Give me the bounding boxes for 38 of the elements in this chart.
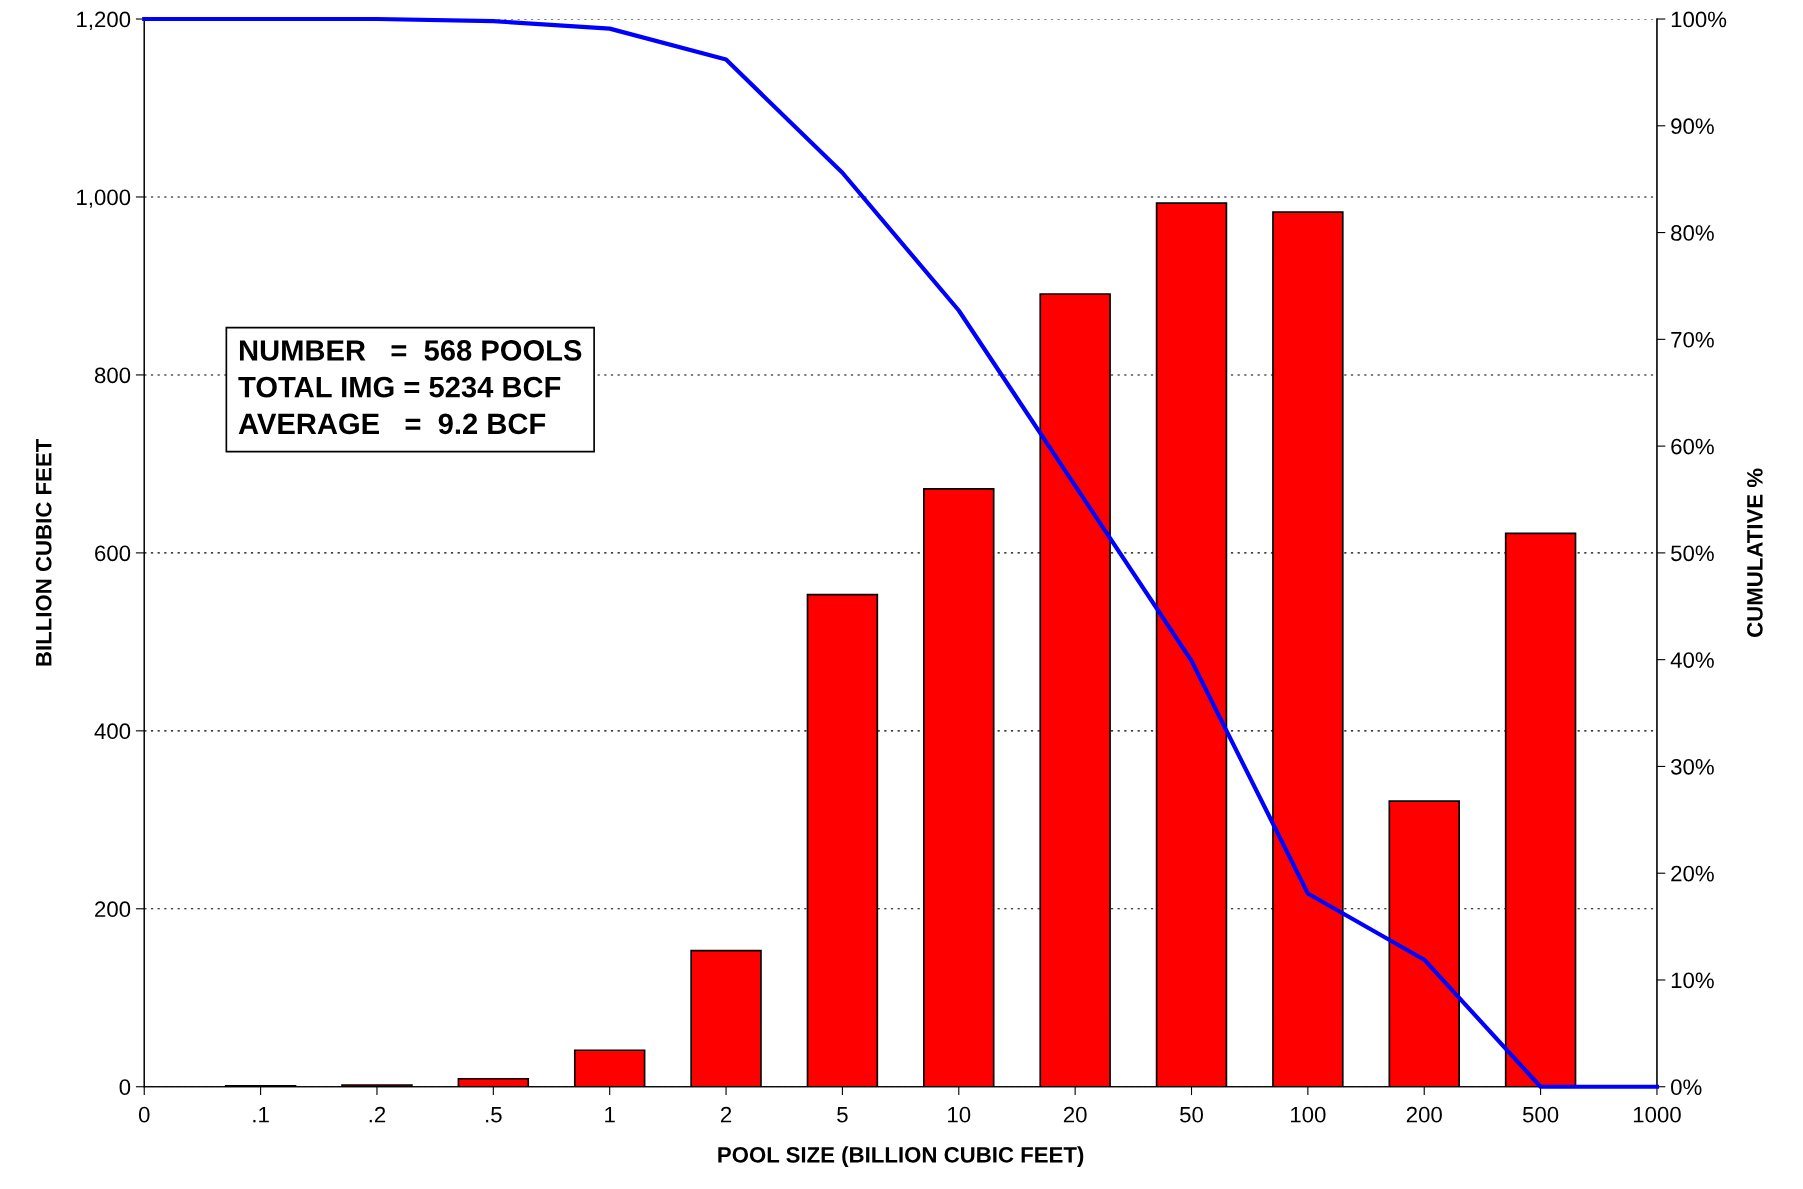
y2-tick-label: 70% <box>1671 331 1714 348</box>
x-tick-label: .1 <box>253 1107 269 1123</box>
y-tick-label: 1,000 <box>77 189 131 208</box>
x-tick-label: 10 <box>948 1106 971 1123</box>
x-tick-label: 1 <box>605 1107 615 1123</box>
x-tick-label: 0 <box>138 1106 150 1123</box>
y2-tick-label: 90% <box>1671 118 1714 135</box>
y-tick-label: 200 <box>95 901 131 918</box>
x-tick-label: 2 <box>720 1106 732 1123</box>
x-tick-label: .5 <box>486 1107 502 1123</box>
y-tick-label: 600 <box>95 545 131 562</box>
y2-axis-title: CUMULATIVE % <box>1747 468 1763 637</box>
x-tick-label: 20 <box>1063 1106 1087 1123</box>
y2-tick-label: 30% <box>1671 758 1714 775</box>
annotation: AVERAGE = 9.2 BCF <box>238 413 546 435</box>
x-tick-label: .2 <box>369 1106 386 1123</box>
y2-tick-label: 60% <box>1671 438 1714 455</box>
y2-tick-label: 0% <box>1671 1079 1702 1096</box>
x-tick-label: 1000 <box>1633 1106 1681 1123</box>
x-axis-title: POOL SIZE (BILLION CUBIC FEET) <box>718 1146 1084 1168</box>
x-tick-label: 5 <box>837 1107 848 1123</box>
y-axis-title: BILLION CUBIC FEET <box>35 438 52 666</box>
y2-tick-label: 50% <box>1671 545 1714 562</box>
y2-tick-label: 80% <box>1671 225 1714 241</box>
annotation: TOTAL IMG = 5234 BCF <box>238 376 561 398</box>
y-tick-label: 0 <box>119 1079 131 1096</box>
x-tick-label: 500 <box>1522 1106 1559 1123</box>
y2-tick-label: 10% <box>1671 972 1714 989</box>
y2-tick-label: 20% <box>1671 865 1714 882</box>
x-tick-label: 100 <box>1291 1106 1326 1123</box>
y-tick-label: 400 <box>94 723 131 740</box>
x-tick-label: 50 <box>1180 1106 1203 1123</box>
y2-tick-label: 100% <box>1671 11 1727 28</box>
y-tick-label: 1,200 <box>77 11 131 30</box>
y2-tick-label: 40% <box>1670 652 1714 668</box>
y-tick-label: 800 <box>94 367 131 384</box>
annotation: NUMBER = 568 POOLS <box>239 340 582 361</box>
x-tick-label: 200 <box>1406 1106 1442 1123</box>
